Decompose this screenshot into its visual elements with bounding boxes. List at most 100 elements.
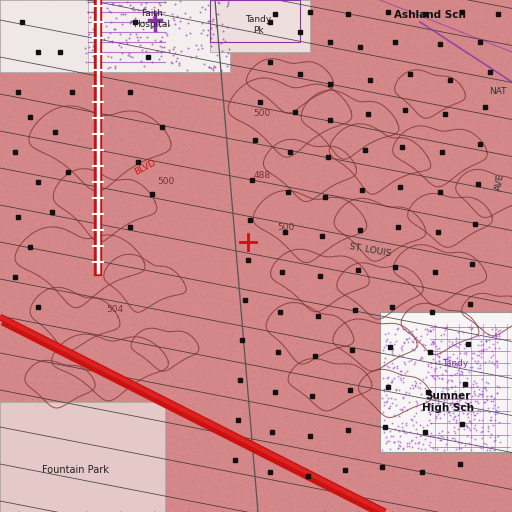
Point (158, 375, 166, 383)
Point (82, 99, 90, 107)
Point (415, 18, 423, 27)
Point (51, 46, 59, 54)
Point (292, 79, 300, 87)
Point (232, 487, 241, 495)
Point (290, 292, 298, 300)
Point (109, 8, 117, 16)
Point (288, 373, 296, 381)
Point (118, 42, 126, 50)
Point (147, 461, 155, 470)
Point (237, 62, 245, 71)
Point (400, 278, 409, 286)
Point (348, 310, 356, 318)
Point (292, 285, 300, 293)
Point (12, 460, 20, 468)
Point (470, 376, 478, 385)
Point (293, 3, 301, 11)
Point (484, 291, 493, 300)
Point (324, 19, 332, 28)
Point (311, 118, 319, 126)
Point (87, 266, 95, 274)
Point (420, 437, 428, 445)
Point (490, 8, 498, 16)
Point (139, 35, 147, 44)
Point (483, 6, 492, 14)
Point (85, 482, 93, 490)
Point (28, 181, 36, 189)
Point (171, 72, 179, 80)
Point (461, 408, 470, 416)
Point (139, 180, 147, 188)
Point (251, 356, 259, 365)
Point (12, 303, 20, 311)
Point (68, 133, 76, 141)
Point (151, 484, 159, 492)
Point (233, 70, 242, 78)
Point (211, 90, 219, 98)
Point (237, 90, 245, 98)
Point (162, 300, 170, 308)
Point (373, 470, 381, 478)
Point (161, 309, 169, 317)
Point (365, 172, 373, 180)
Point (364, 408, 372, 416)
Point (11, 282, 19, 290)
Point (251, 300, 259, 308)
Point (315, 77, 323, 86)
Point (285, 435, 293, 443)
Point (77, 487, 86, 496)
Point (361, 349, 369, 357)
Point (293, 202, 301, 210)
Point (379, 479, 387, 487)
Point (156, 44, 164, 52)
Point (353, 453, 361, 461)
Point (337, 393, 345, 401)
Point (433, 226, 441, 234)
Point (352, 280, 360, 288)
Point (211, 395, 219, 403)
Point (63, 408, 71, 416)
Point (414, 368, 422, 376)
Point (214, 408, 222, 416)
Point (315, 26, 324, 34)
Point (497, 369, 505, 377)
Point (348, 214, 356, 222)
Point (301, 2, 309, 10)
Point (119, 37, 127, 46)
Point (265, 306, 273, 314)
Point (249, 170, 258, 178)
Point (135, 222, 143, 230)
Point (112, 455, 120, 463)
Point (487, 44, 496, 52)
Point (424, 70, 432, 78)
Point (421, 155, 429, 163)
Point (233, 15, 241, 23)
Point (116, 66, 124, 74)
Point (189, 141, 198, 150)
Point (79, 488, 87, 496)
Point (19, 457, 28, 465)
Point (394, 0, 402, 5)
Point (88, 330, 96, 338)
Point (360, 242, 368, 250)
Point (24, 355, 32, 363)
Point (456, 165, 464, 174)
Point (135, 0, 143, 8)
Point (143, 498, 152, 506)
Point (493, 279, 501, 287)
Point (386, 208, 394, 217)
Point (177, 399, 185, 408)
Point (181, 173, 189, 181)
Point (450, 481, 458, 489)
Point (109, 121, 117, 129)
Point (88, 123, 96, 131)
Point (3, 184, 11, 192)
Point (166, 368, 174, 376)
Point (190, 478, 199, 486)
Point (284, 76, 292, 84)
Point (394, 145, 402, 153)
Point (196, 114, 204, 122)
Point (278, 368, 286, 376)
Point (143, 247, 152, 255)
Point (281, 507, 289, 512)
